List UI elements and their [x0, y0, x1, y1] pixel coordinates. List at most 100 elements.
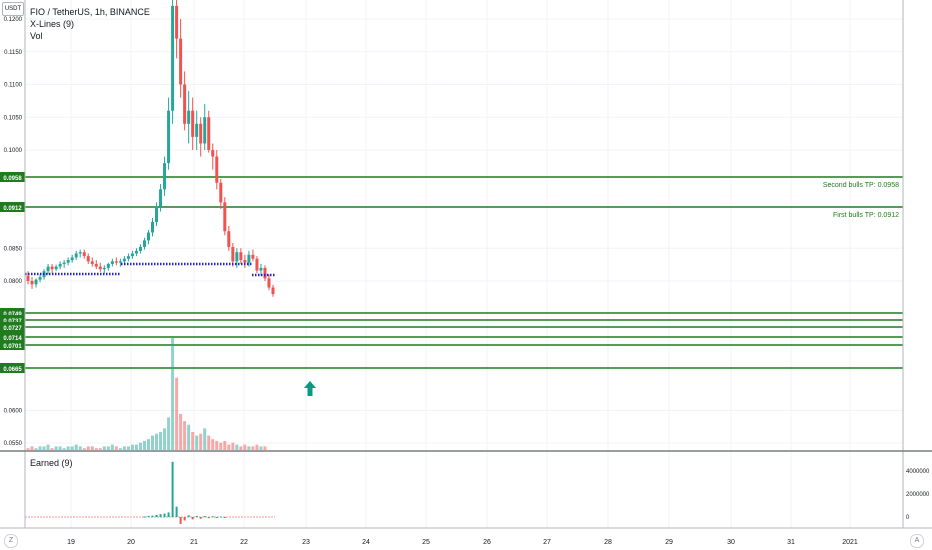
candle-body — [134, 250, 138, 254]
candle — [58, 261, 62, 270]
candle — [46, 263, 50, 275]
candle-body — [46, 266, 50, 272]
candle — [102, 265, 106, 274]
price-tick-label: 0.1000 — [4, 148, 23, 154]
volume-bar — [235, 444, 239, 450]
volume-bar — [251, 446, 255, 450]
candle — [227, 225, 231, 251]
volume-bar — [78, 446, 82, 450]
candle-body — [159, 189, 163, 207]
volume-bar — [163, 428, 167, 450]
candle — [146, 229, 150, 245]
volume-bar — [179, 413, 183, 450]
candle-body — [110, 261, 114, 264]
candle-body — [183, 84, 187, 124]
candle-body — [167, 110, 171, 164]
volume-bar — [138, 442, 142, 450]
candle-body — [267, 278, 271, 288]
candle-body — [151, 222, 155, 233]
volume-bar — [122, 446, 126, 450]
candle-body — [191, 110, 195, 137]
candle-body — [195, 123, 199, 137]
candle-body — [243, 260, 247, 263]
candle — [78, 249, 82, 258]
candle-body — [219, 182, 223, 203]
candle-body — [130, 253, 134, 257]
volume-bar — [259, 446, 263, 450]
volume-bar — [118, 448, 122, 450]
candle-body — [38, 277, 42, 280]
volume-bar — [30, 446, 34, 450]
candle — [271, 284, 275, 297]
earned-tick-label: 4000000 — [906, 469, 930, 475]
volume-bar — [187, 424, 191, 450]
level-axis-badge — [0, 332, 25, 342]
candle — [263, 265, 267, 281]
candle — [155, 202, 159, 226]
volume-bar — [130, 444, 134, 450]
earned-bar — [219, 516, 222, 518]
earned-bar — [211, 516, 214, 518]
volume-bar — [74, 444, 78, 450]
price-tick-label: 0.0850 — [4, 246, 23, 252]
volume-bar — [239, 446, 243, 450]
zoom-button-left[interactable]: Z — [4, 534, 18, 548]
price-tick-label: 0.0600 — [4, 409, 23, 415]
candle-body — [90, 261, 94, 264]
candle-body — [247, 254, 251, 263]
candle-body — [66, 260, 70, 263]
candle — [122, 256, 126, 264]
candle — [167, 97, 171, 170]
candle — [74, 250, 78, 261]
candle — [187, 91, 191, 144]
volume-bar — [114, 446, 118, 450]
volume-bar — [102, 446, 106, 450]
volume-bar — [219, 442, 223, 450]
candle — [183, 71, 187, 131]
volume-bar — [146, 439, 150, 450]
symbol-title[interactable]: FIO / TetherUS, 1h, BINANCE — [30, 7, 150, 17]
candle-body — [62, 262, 66, 264]
candle — [223, 197, 227, 236]
indicator-xlines[interactable]: X-Lines (9) — [30, 19, 75, 29]
time-tick-label: 2021 — [842, 539, 858, 546]
time-tick-label: 20 — [127, 539, 135, 546]
time-tick-label: 24 — [362, 539, 370, 546]
volume-bar — [151, 435, 155, 450]
earned-pane — [25, 461, 275, 524]
candle — [255, 256, 259, 274]
indicator-vol[interactable]: Vol — [30, 31, 43, 41]
candle — [203, 104, 207, 150]
earned-bar — [191, 517, 194, 520]
volume-bar — [38, 446, 42, 450]
candle-body — [30, 281, 34, 285]
up-arrow-icon — [304, 381, 316, 396]
candle — [195, 110, 199, 150]
candle — [251, 249, 255, 262]
earned-bar — [143, 516, 146, 518]
unit-label[interactable]: USDT — [2, 2, 24, 16]
volume-bar — [66, 446, 70, 450]
volume-bar — [203, 428, 207, 450]
candle — [247, 250, 251, 267]
candle — [98, 262, 102, 272]
volume-bars — [26, 338, 267, 450]
candle-body — [126, 256, 130, 259]
volume-bar — [98, 448, 102, 450]
earned-bar — [223, 517, 226, 518]
candle — [159, 184, 163, 212]
volume-bar — [58, 446, 62, 450]
candle-body — [34, 279, 38, 285]
candle — [267, 274, 271, 291]
zoom-button-right[interactable]: A — [910, 534, 924, 548]
earned-title[interactable]: Earned (9) — [30, 458, 73, 468]
candle-body — [98, 266, 102, 270]
candle-body — [203, 117, 207, 144]
earned-bar — [179, 517, 182, 524]
volume-bar — [211, 439, 215, 450]
candle-body — [54, 266, 58, 270]
volume-bar — [231, 442, 235, 450]
candle-body — [50, 266, 54, 270]
volume-bar — [50, 448, 54, 450]
